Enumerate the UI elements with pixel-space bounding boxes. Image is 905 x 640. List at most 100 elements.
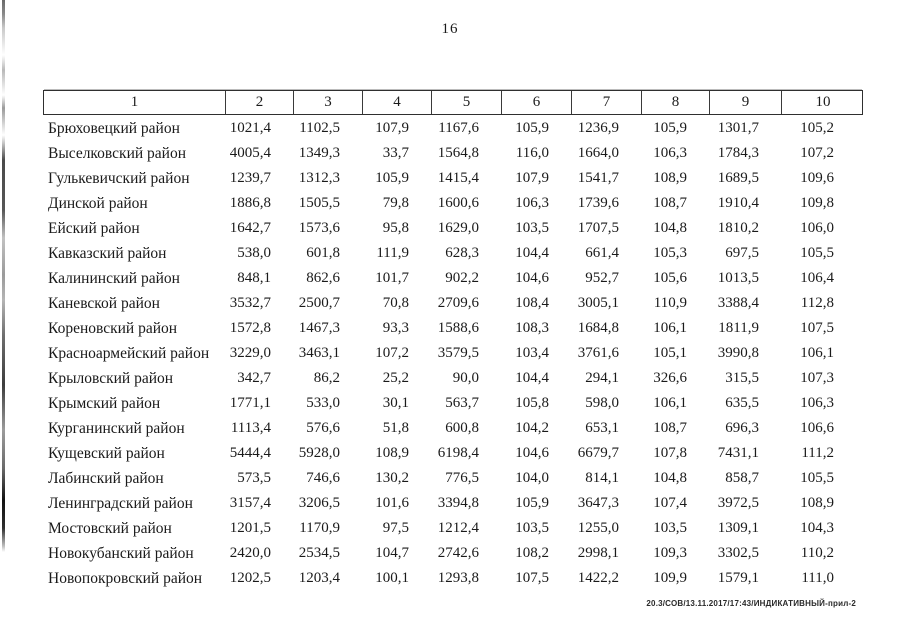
table-row: Гулькевичский район 1239,7 1312,3 105,9 1415… <box>43 166 863 191</box>
value-cell: 105,9 <box>375 170 409 186</box>
value-cell: 342,7 <box>237 370 271 386</box>
value-cell: 1505,5 <box>298 195 340 211</box>
value-cell: 6679,7 <box>577 445 619 461</box>
value-cell: 30,1 <box>382 395 409 411</box>
district-name-cell: Брюховецкий район <box>48 120 180 137</box>
value-cell: 538,0 <box>237 245 271 261</box>
value-cell: 108,9 <box>375 445 409 461</box>
table-row: Крыловский район 342,7 86,2 25,2 90,0 104,4 29… <box>43 366 863 391</box>
value-cell: 107,8 <box>653 445 687 461</box>
district-name-cell: Новокубанский район <box>48 545 194 562</box>
value-cell: 776,5 <box>445 470 479 486</box>
value-cell: 2534,5 <box>298 545 340 561</box>
district-name-cell: Красноармейский район <box>48 345 210 362</box>
districts-data-table: 1 2 3 4 5 6 7 8 9 10 Брюховецкий район 1021,4 1102,… <box>43 90 863 591</box>
value-cell: 111,9 <box>376 245 409 261</box>
district-name-cell: Кавказский район <box>48 245 167 262</box>
value-cell: 106,4 <box>800 270 834 286</box>
value-cell: 107,9 <box>515 170 549 186</box>
page-number: 16 <box>441 21 459 37</box>
column-header-9: 9 <box>709 91 781 114</box>
value-cell: 598,0 <box>585 395 619 411</box>
value-cell: 1784,3 <box>717 145 759 161</box>
value-cell: 1236,9 <box>577 120 619 136</box>
value-cell: 1588,6 <box>437 320 479 336</box>
value-cell: 3157,4 <box>229 495 271 511</box>
value-cell: 106,1 <box>800 345 834 361</box>
table-row: Кореновский район 1572,8 1467,3 93,3 1588,6 1… <box>43 316 863 341</box>
value-cell: 109,8 <box>800 195 834 211</box>
value-cell: 2709,6 <box>437 295 479 311</box>
value-cell: 3647,3 <box>577 495 619 511</box>
value-cell: 4005,4 <box>229 145 271 161</box>
value-cell: 103,5 <box>515 520 549 536</box>
table-row: Кавказский район 538,0 601,8 111,9 628,3 104,… <box>43 241 863 266</box>
value-cell: 51,8 <box>382 420 409 436</box>
value-cell: 858,7 <box>725 470 759 486</box>
value-cell: 653,1 <box>585 420 619 436</box>
value-cell: 106,3 <box>515 195 549 211</box>
value-cell: 1239,7 <box>229 170 271 186</box>
value-cell: 1629,0 <box>437 220 479 236</box>
value-cell: 1203,4 <box>298 570 340 586</box>
value-cell: 1579,1 <box>717 570 759 586</box>
value-cell: 110,2 <box>800 545 834 561</box>
value-cell: 696,3 <box>725 420 759 436</box>
value-cell: 952,7 <box>585 270 619 286</box>
value-cell: 628,3 <box>445 245 479 261</box>
value-cell: 3229,0 <box>229 345 271 361</box>
value-cell: 106,6 <box>800 420 834 436</box>
column-header-1: 1 <box>130 94 139 110</box>
value-cell: 130,2 <box>375 470 409 486</box>
value-cell: 746,6 <box>306 470 340 486</box>
value-cell: 111,2 <box>801 445 834 461</box>
value-cell: 104,7 <box>375 545 409 561</box>
value-cell: 3463,1 <box>298 345 340 361</box>
table-row: Брюховецкий район 1021,4 1102,5 107,9 1167,6… <box>43 116 863 141</box>
value-cell: 112,8 <box>800 295 834 311</box>
value-cell: 1415,4 <box>437 170 479 186</box>
table-body: Брюховецкий район 1021,4 1102,5 107,9 1167,6… <box>43 115 863 591</box>
value-cell: 3972,5 <box>717 495 759 511</box>
value-cell: 848,1 <box>237 270 271 286</box>
value-cell: 7431,1 <box>717 445 759 461</box>
value-cell: 108,2 <box>515 545 549 561</box>
value-cell: 105,5 <box>800 470 834 486</box>
value-cell: 107,5 <box>800 320 834 336</box>
table-row: Новокубанский район 2420,0 2534,5 104,7 2742… <box>43 541 863 566</box>
value-cell: 108,4 <box>515 295 549 311</box>
district-name-cell: Выселковский район <box>48 145 187 162</box>
column-header-3: 3 <box>293 91 362 114</box>
district-name-cell: Кущевский район <box>48 445 165 462</box>
value-cell: 1212,4 <box>437 520 479 536</box>
value-cell: 3206,5 <box>298 495 340 511</box>
table-row: Лабинский район 573,5 746,6 130,2 776,5 104,0… <box>43 466 863 491</box>
value-cell: 3990,8 <box>717 345 759 361</box>
value-cell: 106,0 <box>800 220 834 236</box>
value-cell: 661,4 <box>585 245 619 261</box>
value-cell: 105,9 <box>515 120 549 136</box>
value-cell: 103,5 <box>515 220 549 236</box>
value-cell: 1771,1 <box>229 395 271 411</box>
value-cell: 1021,4 <box>229 120 271 136</box>
value-cell: 104,8 <box>653 470 687 486</box>
district-name-cell: Ейский район <box>48 220 140 237</box>
value-cell: 106,1 <box>653 395 687 411</box>
value-cell: 1572,8 <box>229 320 271 336</box>
value-cell: 862,6 <box>306 270 340 286</box>
value-cell: 3388,4 <box>717 295 759 311</box>
value-cell: 108,7 <box>653 195 687 211</box>
value-cell: 104,4 <box>515 245 549 261</box>
value-cell: 86,2 <box>313 370 340 386</box>
value-cell: 3005,1 <box>577 295 619 311</box>
value-cell: 5444,4 <box>229 445 271 461</box>
value-cell: 1811,9 <box>718 320 759 336</box>
value-cell: 100,1 <box>375 570 409 586</box>
value-cell: 105,8 <box>515 395 549 411</box>
value-cell: 2742,6 <box>437 545 479 561</box>
value-cell: 1689,5 <box>717 170 759 186</box>
value-cell: 103,4 <box>515 345 549 361</box>
value-cell: 3761,6 <box>577 345 619 361</box>
value-cell: 79,8 <box>382 195 409 211</box>
value-cell: 2420,0 <box>229 545 271 561</box>
